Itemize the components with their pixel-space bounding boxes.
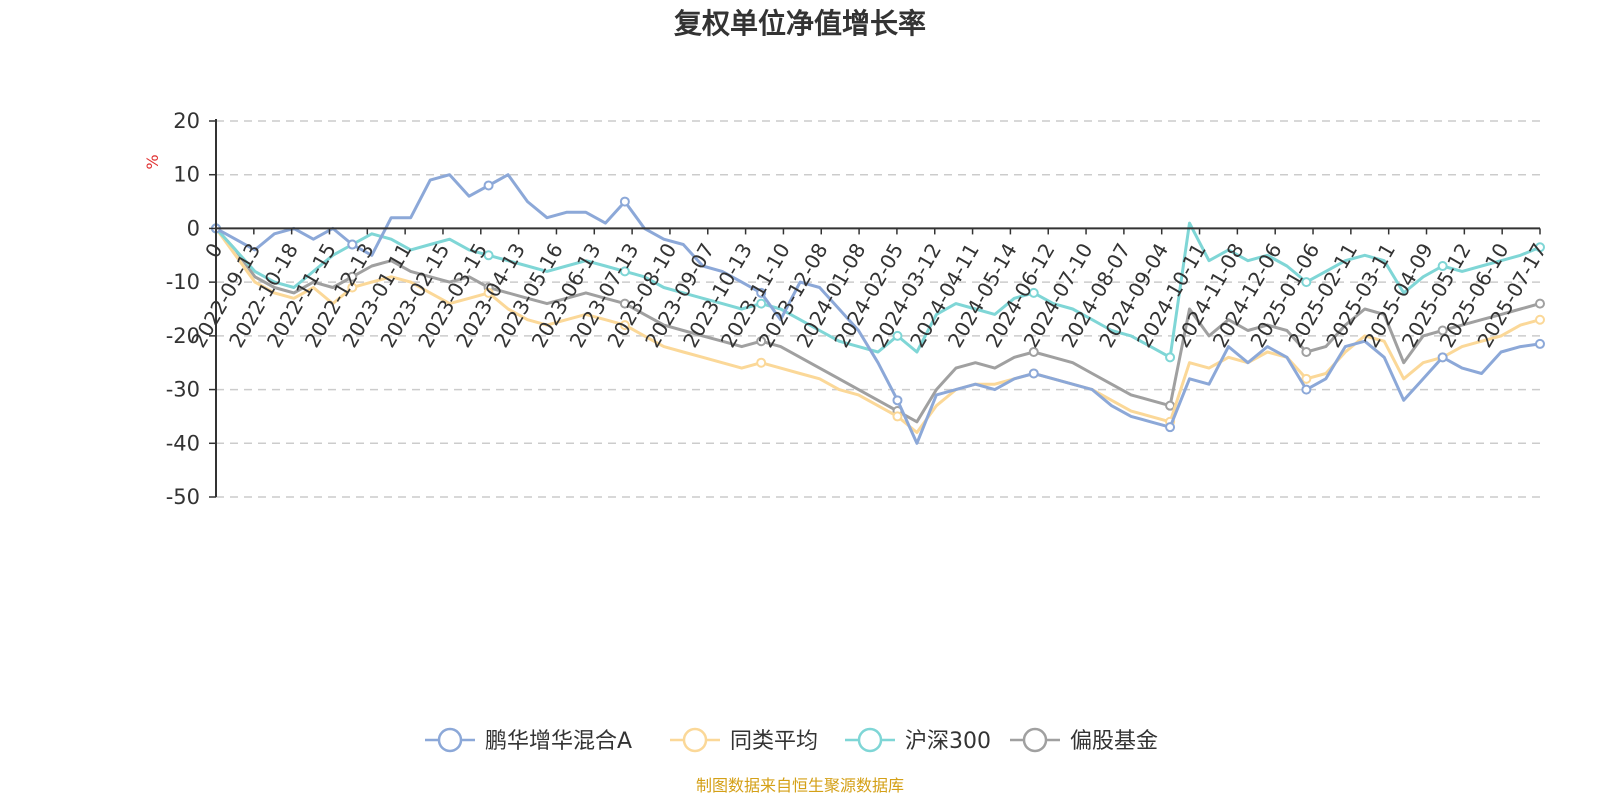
series-point xyxy=(1535,338,1545,349)
y-tick-label: -10 xyxy=(166,270,200,294)
series-line-3 xyxy=(214,226,1542,424)
series-point xyxy=(1535,298,1545,309)
series-point xyxy=(756,287,767,298)
series-point xyxy=(756,336,767,347)
y-tick-label: -30 xyxy=(166,378,200,402)
y-tick-label: -20 xyxy=(166,324,200,348)
legend-item-3[interactable]: 偏股基金 xyxy=(1010,727,1158,754)
legend[interactable]: 鹏华增华混合A 同类平均 沪深300 偏股基金 xyxy=(425,727,1158,754)
series-point xyxy=(1301,384,1312,395)
legend-item-0[interactable]: 鹏华增华混合A xyxy=(425,727,632,754)
legend-label: 沪深300 xyxy=(905,729,991,754)
series-point xyxy=(483,250,494,261)
series-point xyxy=(1437,325,1448,336)
series-point xyxy=(892,330,903,341)
series-point xyxy=(619,298,630,309)
legend-item-1[interactable]: 同类平均 xyxy=(670,727,818,754)
series-point xyxy=(1028,346,1039,357)
series-point xyxy=(1165,352,1176,363)
axes xyxy=(209,119,1541,498)
series-point xyxy=(756,357,767,368)
series-point xyxy=(347,239,358,250)
series-point xyxy=(756,298,767,309)
chart-title: 复权单位净值增长率 xyxy=(674,7,926,40)
y-tick-label: 20 xyxy=(173,109,200,133)
legend-marker xyxy=(1022,727,1048,753)
series-point xyxy=(1028,368,1039,379)
y-tick-label: -50 xyxy=(166,485,200,509)
series-line-0 xyxy=(214,173,1542,445)
legend-label: 同类平均 xyxy=(730,729,818,754)
x-tick-label: 0 xyxy=(200,239,227,262)
legend-label: 鹏华增华混合A xyxy=(485,729,632,754)
series-point xyxy=(347,271,358,282)
grid-lines xyxy=(216,120,1540,498)
legend-item-2[interactable]: 沪深300 xyxy=(845,727,991,754)
series-point xyxy=(1301,373,1312,384)
series-point xyxy=(1437,352,1448,363)
source-note: 制图数据来自恒生聚源数据库 xyxy=(696,776,904,795)
series-point xyxy=(892,395,903,406)
series-point xyxy=(1301,346,1312,357)
series-point xyxy=(1535,314,1545,325)
x-tick-labels: 02022-09-132022-10-182022-11-152022-12-1… xyxy=(186,239,1551,352)
series-point xyxy=(619,196,630,207)
series-line-1 xyxy=(214,226,1542,434)
y-tick-label: 10 xyxy=(173,163,200,187)
y-tick-label: 0 xyxy=(187,216,200,240)
series-point xyxy=(1028,287,1039,298)
series-point xyxy=(1165,400,1176,411)
legend-marker xyxy=(857,727,883,753)
legend-label: 偏股基金 xyxy=(1070,729,1158,754)
series-point xyxy=(347,282,358,293)
series-point xyxy=(1165,422,1176,433)
series-lines xyxy=(211,173,1545,445)
y-tick-labels: 20 10 0 -10 -20 -30 -40 -50 xyxy=(166,109,200,509)
series-point xyxy=(619,266,630,277)
y-axis-unit: % xyxy=(143,154,162,169)
series-point xyxy=(1301,277,1312,288)
series-point xyxy=(1437,261,1448,272)
series-point xyxy=(619,320,630,331)
legend-marker xyxy=(682,727,708,753)
y-tick-label: -40 xyxy=(166,431,200,455)
series-line-2 xyxy=(214,221,1542,359)
series-point xyxy=(483,287,494,298)
series-point xyxy=(483,180,494,191)
legend-marker xyxy=(437,727,463,753)
series-point xyxy=(1535,242,1545,253)
series-point xyxy=(892,411,903,422)
